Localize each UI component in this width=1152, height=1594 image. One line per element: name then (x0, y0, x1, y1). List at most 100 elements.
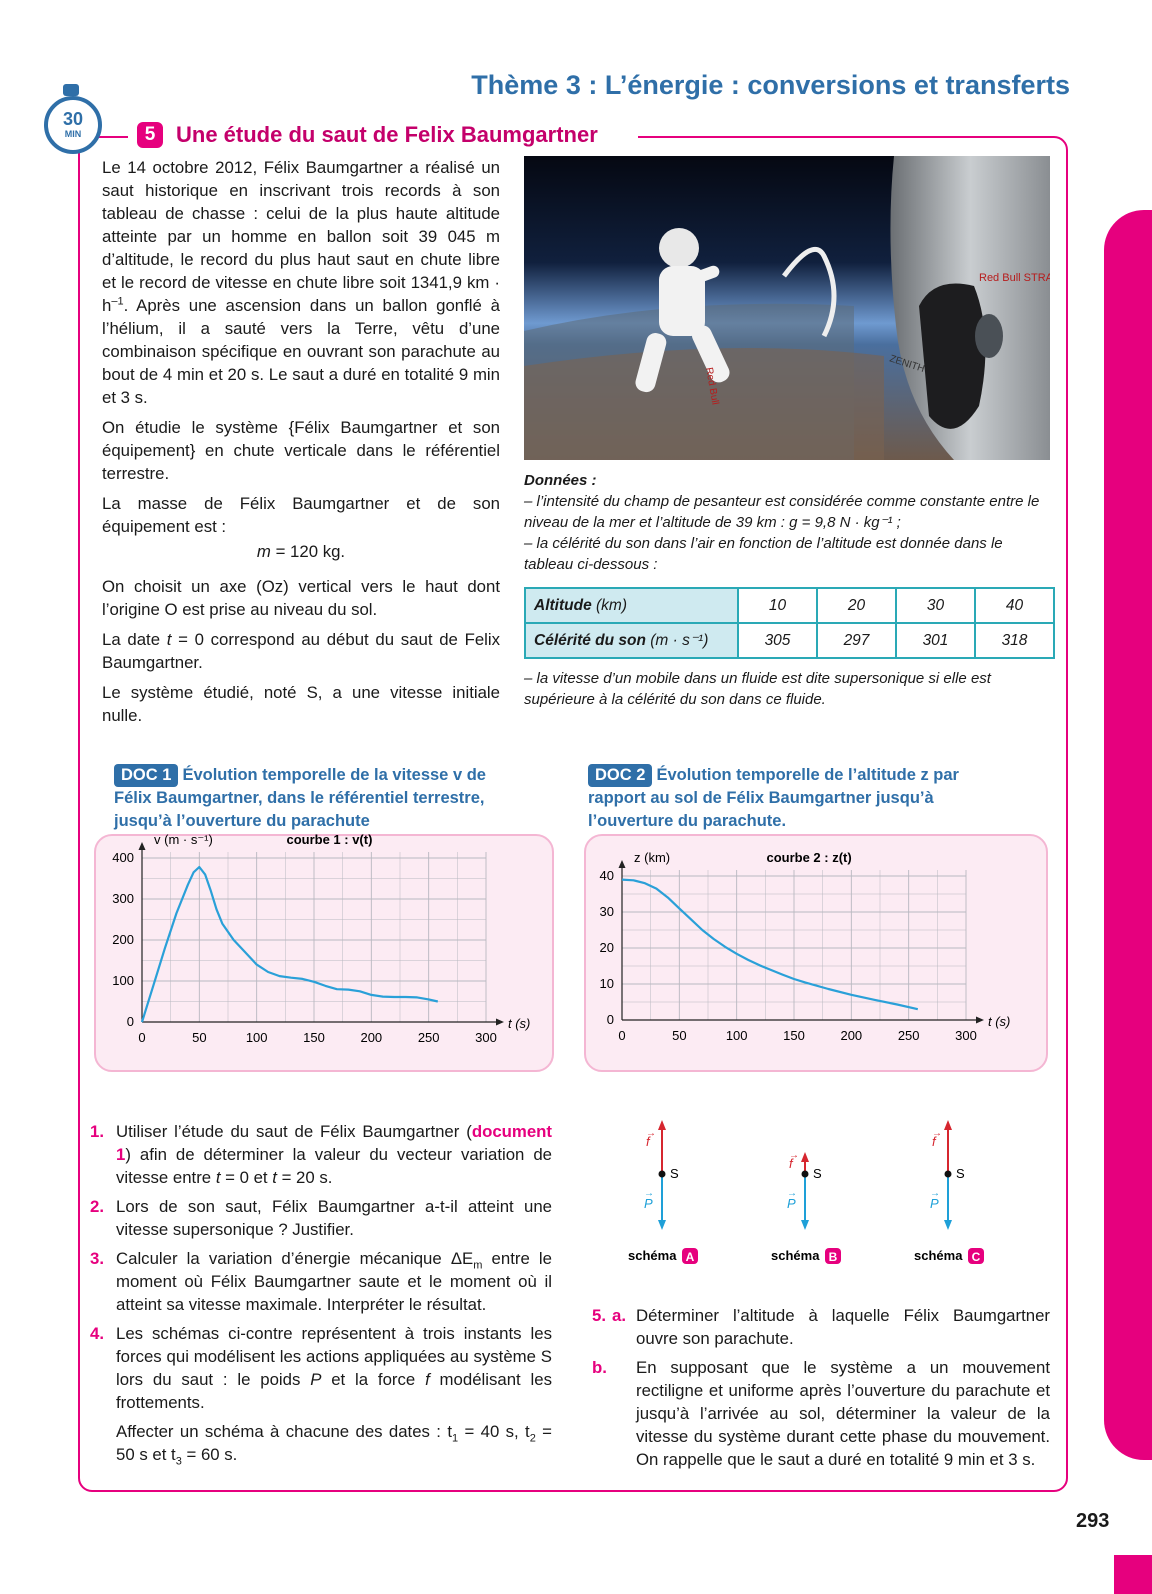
y-tick-label: 0 (127, 1014, 134, 1029)
table-cell: 40 (974, 587, 1055, 624)
question-5b: b. En supposant que le système a un mouve… (592, 1358, 1050, 1469)
table-header-celerity: Célérité du son (m · s⁻¹) (524, 622, 739, 659)
vector-arrow-icon: → (646, 1128, 656, 1139)
table-cell: 30 (895, 587, 976, 624)
force-f-label: f (932, 1134, 937, 1149)
timer-unit: MIN (64, 129, 82, 139)
question-5a: 5. a. Déterminer l’altitude à laquelle Fél… (592, 1306, 1050, 1348)
y-tick-label: 200 (112, 932, 134, 947)
exercise-title: Une étude du saut de Felix Baumgartner (176, 122, 598, 147)
x-tick-label: 0 (138, 1030, 145, 1045)
question-4-dates: Affecter un schéma à chacune des dates :… (116, 1422, 552, 1468)
doc1-title: Évolution temporelle de la vitesse v de … (114, 766, 486, 830)
intro-paragraph-3: La masse de Félix Baumgartner et de son … (102, 494, 500, 536)
vector-arrow-icon: → (930, 1188, 940, 1199)
schema-letter-badge (825, 1248, 841, 1264)
x-tick-label: 200 (360, 1030, 382, 1045)
system-point (658, 1170, 666, 1178)
x-tick-label: 100 (726, 1028, 748, 1043)
sound-speed-table: Altitude (km) 10 20 30 40 Célérité du so… (524, 587, 1055, 659)
intro-text: Le 14 octobre 2012, Félix Baumgartner a … (102, 156, 500, 734)
question-2: 2. Lors de son saut, Félix Baumgartner a-… (90, 1197, 552, 1239)
table-cell: 10 (737, 587, 818, 624)
force-p-arrowhead (801, 1220, 809, 1230)
x-tick-label: 50 (192, 1030, 206, 1045)
x-axis-arrow (976, 1016, 984, 1024)
question-3: 3. Calculer la variation d’énergie mécani… (90, 1249, 552, 1314)
force-f-label: f (789, 1156, 794, 1171)
intro-paragraph-4: On choisit un axe (Oz) vertical vers le … (102, 577, 500, 619)
force-p-label: P (644, 1196, 653, 1211)
timer-crown (63, 84, 79, 96)
data-title: Données : (524, 472, 597, 489)
y-tick-label: 400 (112, 850, 134, 865)
intro-paragraph-5: La date t = 0 correspond au début du sau… (102, 630, 500, 672)
y-axis-label: v (m · s⁻¹) (154, 834, 213, 847)
series-line (140, 865, 439, 1023)
y-axis-arrow (618, 860, 626, 868)
timer-icon: 30 MIN (44, 96, 102, 154)
x-tick-label: 250 (898, 1028, 920, 1043)
vector-arrow-icon: → (932, 1128, 942, 1139)
force-p-label: P (930, 1196, 939, 1211)
data-section: Données : – l’intensité du champ de pesa… (524, 470, 1050, 575)
y-tick-label: 40 (600, 868, 614, 883)
x-tick-label: 100 (246, 1030, 268, 1045)
force-p-arrowhead (658, 1220, 666, 1230)
table-cell: 20 (816, 587, 897, 624)
x-tick-label: 150 (303, 1030, 325, 1045)
page-number: 293 (1076, 1510, 1110, 1532)
x-axis-label: t (s) (508, 1016, 530, 1031)
questions-left: 1. Utiliser l’étude du saut de Félix Baum… (90, 1120, 552, 1472)
schema-label: schéma (914, 1248, 963, 1263)
point-label: S (956, 1166, 965, 1181)
doc1-badge: DOC 1 (114, 764, 179, 787)
schema-label: schéma (771, 1248, 820, 1263)
force-p-arrowhead (944, 1220, 952, 1230)
altitude-chart: 0 50 100 150 200 250 300 0 10 20 30 40 t (s) z (km) co… (600, 850, 1011, 1043)
intro-paragraph-6: Le système étudié, noté S, a une vitesse… (102, 683, 500, 725)
doc2-title: Évolution temporelle de l’altitude z par… (588, 766, 959, 830)
point-label: S (670, 1166, 679, 1181)
x-tick-label: 300 (475, 1030, 497, 1045)
vector-arrow-icon: → (789, 1150, 799, 1161)
y-tick-label: 20 (600, 940, 614, 955)
table-cell: 318 (974, 622, 1055, 659)
y-axis-label: z (km) (634, 850, 670, 865)
x-tick-label: 0 (618, 1028, 625, 1043)
schema-letter: B (829, 1250, 838, 1264)
y-tick-label: 0 (607, 1012, 614, 1027)
y-tick-label: 30 (600, 904, 614, 919)
force-f-arrowhead (658, 1120, 666, 1130)
force-schemas: Sf→P→schéma ASf→P→schéma BSf→P→schéma C (628, 1120, 984, 1264)
table-cell: 305 (737, 622, 818, 659)
y-tick-label: 100 (112, 973, 134, 988)
vector-arrow-icon: → (644, 1188, 654, 1199)
schema-b: Sf→P→schéma B (771, 1150, 841, 1264)
table-row: Célérité du son (m · s⁻¹) 305 297 301 31… (524, 622, 1055, 659)
question-1: 1. Utiliser l’étude du saut de Félix Baum… (90, 1122, 552, 1187)
chart-title: courbe 1 : v(t) (286, 834, 372, 847)
y-tick-label: 300 (112, 891, 134, 906)
system-point (801, 1170, 809, 1178)
x-tick-label: 200 (840, 1028, 862, 1043)
schema-letter: C (972, 1250, 981, 1264)
table-cell: 301 (895, 622, 976, 659)
data-line-2: – la célérité du son dans l’air en fonct… (524, 535, 1003, 573)
schema-c: Sf→P→schéma C (914, 1120, 984, 1264)
side-tab (1104, 210, 1152, 1460)
system-point (944, 1170, 952, 1178)
vector-arrow-icon: → (787, 1188, 797, 1199)
data-line-1: – l’intensité du champ de pesanteur est … (524, 493, 1040, 531)
document-1-link[interactable]: document 1 (116, 1122, 552, 1164)
doc1-header: DOC 1 Évolution temporelle de la vitesse … (114, 764, 514, 833)
y-axis-arrow (138, 842, 146, 850)
mass-value: m = 120 kg. (256, 542, 346, 561)
schema-label: schéma (628, 1248, 677, 1263)
schema-letter-badge (968, 1248, 984, 1264)
schema-letter-badge (682, 1248, 698, 1264)
doc2-badge: DOC 2 (588, 764, 653, 787)
x-axis-label: t (s) (988, 1014, 1010, 1029)
intro-paragraph-2: On étudie le système {Félix Baumgartner … (102, 418, 500, 483)
doc2-graph-box (584, 834, 1048, 1072)
